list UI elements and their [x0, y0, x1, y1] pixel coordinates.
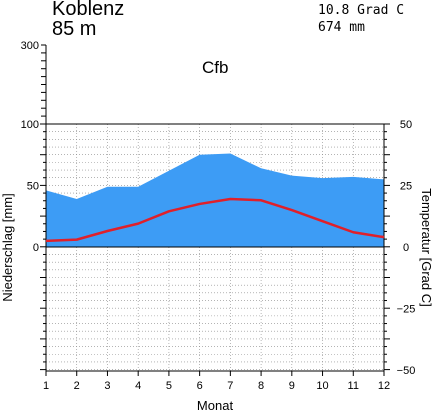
x-tick-label: 8 [258, 380, 264, 392]
temp-tick-label: −25 [397, 304, 416, 316]
climate-classification: Cfb [202, 58, 229, 77]
x-tick-label: 9 [289, 380, 295, 392]
x-axis-label: Monat [197, 398, 234, 413]
temp-tick-label: −50 [397, 365, 416, 377]
precip-tick-label: 0 [33, 242, 39, 254]
x-tick-label: 1 [43, 380, 49, 392]
temperature-line [45, 197, 385, 243]
x-tick-label: 4 [135, 380, 141, 392]
x-tick-label: 5 [166, 380, 172, 392]
temp-tick-label: 0 [403, 242, 409, 254]
x-tick-label: 7 [227, 380, 233, 392]
precip-tick-label: 100 [21, 119, 39, 131]
x-tick-label: 11 [348, 380, 359, 392]
y-axis-label-left: Niederschlag [mm] [0, 193, 15, 301]
station-elevation: 85 m [52, 18, 97, 40]
x-tick-label: 2 [74, 380, 80, 392]
x-tick-label: 6 [197, 380, 203, 392]
temp-tick-label: 25 [400, 181, 412, 193]
mean-temperature: 10.8 Grad C [318, 3, 405, 18]
station-name: Koblenz [52, 0, 125, 20]
y-axis-label-right: Temperatur [Grad C] [419, 188, 434, 307]
x-tick-label: 10 [316, 380, 328, 392]
annual-precipitation: 674 mm [318, 20, 365, 35]
precip-tick-label: 300 [21, 40, 39, 52]
precip-tick-label: 50 [27, 181, 39, 193]
temp-tick-label: 50 [400, 119, 412, 131]
x-tick-label: 12 [378, 380, 390, 392]
x-tick-label: 3 [104, 380, 110, 392]
